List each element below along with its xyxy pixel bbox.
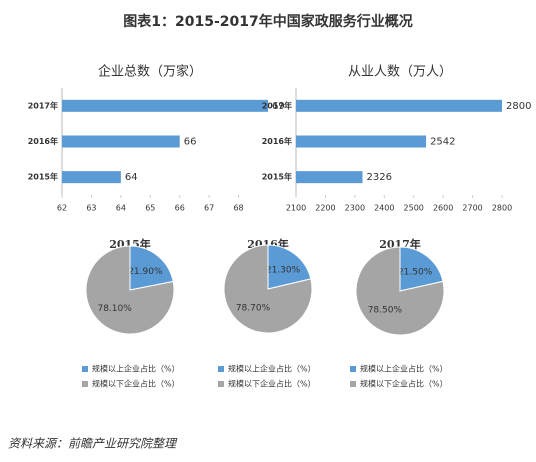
legend-swatch — [82, 381, 88, 387]
pie-slice — [267, 244, 312, 290]
legend-swatch — [82, 366, 88, 372]
bar — [296, 135, 427, 148]
legend-label: 规模以上企业占比（%） — [92, 364, 180, 374]
x-tick-label: 2700 — [462, 204, 482, 213]
legend-label: 规模以下企业占比（%） — [92, 379, 180, 389]
pie-slice — [399, 246, 444, 292]
x-tick-label: 68 — [233, 204, 243, 213]
value-label: 64 — [125, 172, 138, 183]
x-tick-label: 2100 — [286, 204, 306, 213]
value-label: 78.70% — [236, 303, 271, 313]
value-label: 21.50% — [398, 268, 433, 278]
source: 资料来源：前瞻产业研究院整理 — [8, 437, 178, 451]
value-label: 69 — [272, 101, 285, 112]
legend-swatch — [218, 366, 224, 372]
legend-swatch — [350, 381, 356, 387]
pie-slice — [223, 244, 313, 334]
legend-label: 规模以下企业占比（%） — [360, 379, 448, 389]
value-label: 21.30% — [266, 266, 301, 276]
value-label: 2800 — [506, 101, 531, 112]
x-tick-label: 66 — [175, 204, 185, 213]
y-tick-label: 2016年 — [28, 136, 58, 146]
x-tick-label: 62 — [57, 204, 67, 213]
bar — [62, 99, 268, 112]
x-tick-label: 2400 — [374, 204, 394, 213]
y-tick-label: 2016年 — [262, 136, 292, 146]
x-tick-label: 2800 — [492, 204, 512, 213]
bar — [62, 135, 180, 148]
legend-label: 规模以上企业占比（%） — [360, 364, 448, 374]
bar — [296, 99, 502, 112]
legend-label: 规模以上企业占比（%） — [228, 364, 316, 374]
x-tick-label: 2200 — [315, 204, 335, 213]
x-tick-label: 67 — [204, 204, 214, 213]
chart-title: 企业总数（万家） — [98, 64, 202, 80]
x-tick-label: 64 — [116, 204, 126, 213]
value-label: 78.50% — [368, 305, 403, 315]
x-tick-label: 63 — [86, 204, 96, 213]
y-tick-label: 2017年 — [28, 100, 58, 110]
legend-swatch — [218, 381, 224, 387]
chart-title: 从业人数（万人） — [348, 65, 452, 80]
bar — [62, 171, 121, 184]
bar — [296, 171, 363, 184]
page-title: 图表1：2015-2017年中国家政服务行业概况 — [123, 13, 412, 30]
y-tick-label: 2015年 — [262, 172, 292, 182]
x-tick-label: 65 — [145, 204, 155, 213]
value-label: 2542 — [430, 137, 455, 148]
x-tick-label: 2300 — [345, 204, 365, 213]
x-tick-label: 2500 — [404, 204, 424, 213]
pie-slice — [129, 245, 174, 291]
x-tick-label: 2600 — [433, 204, 453, 213]
value-label: 66 — [184, 137, 197, 148]
legend-swatch — [350, 366, 356, 372]
y-tick-label: 2017年 — [262, 100, 292, 110]
value-label: 21.90% — [128, 267, 163, 277]
value-label: 2326 — [367, 172, 392, 183]
y-tick-label: 2015年 — [28, 172, 58, 182]
pie-slice — [85, 245, 175, 335]
value-label: 78.10% — [97, 304, 132, 314]
chart-title: 2017年 — [379, 237, 421, 251]
legend-label: 规模以下企业占比（%） — [228, 379, 316, 389]
pie-slice — [355, 246, 445, 336]
